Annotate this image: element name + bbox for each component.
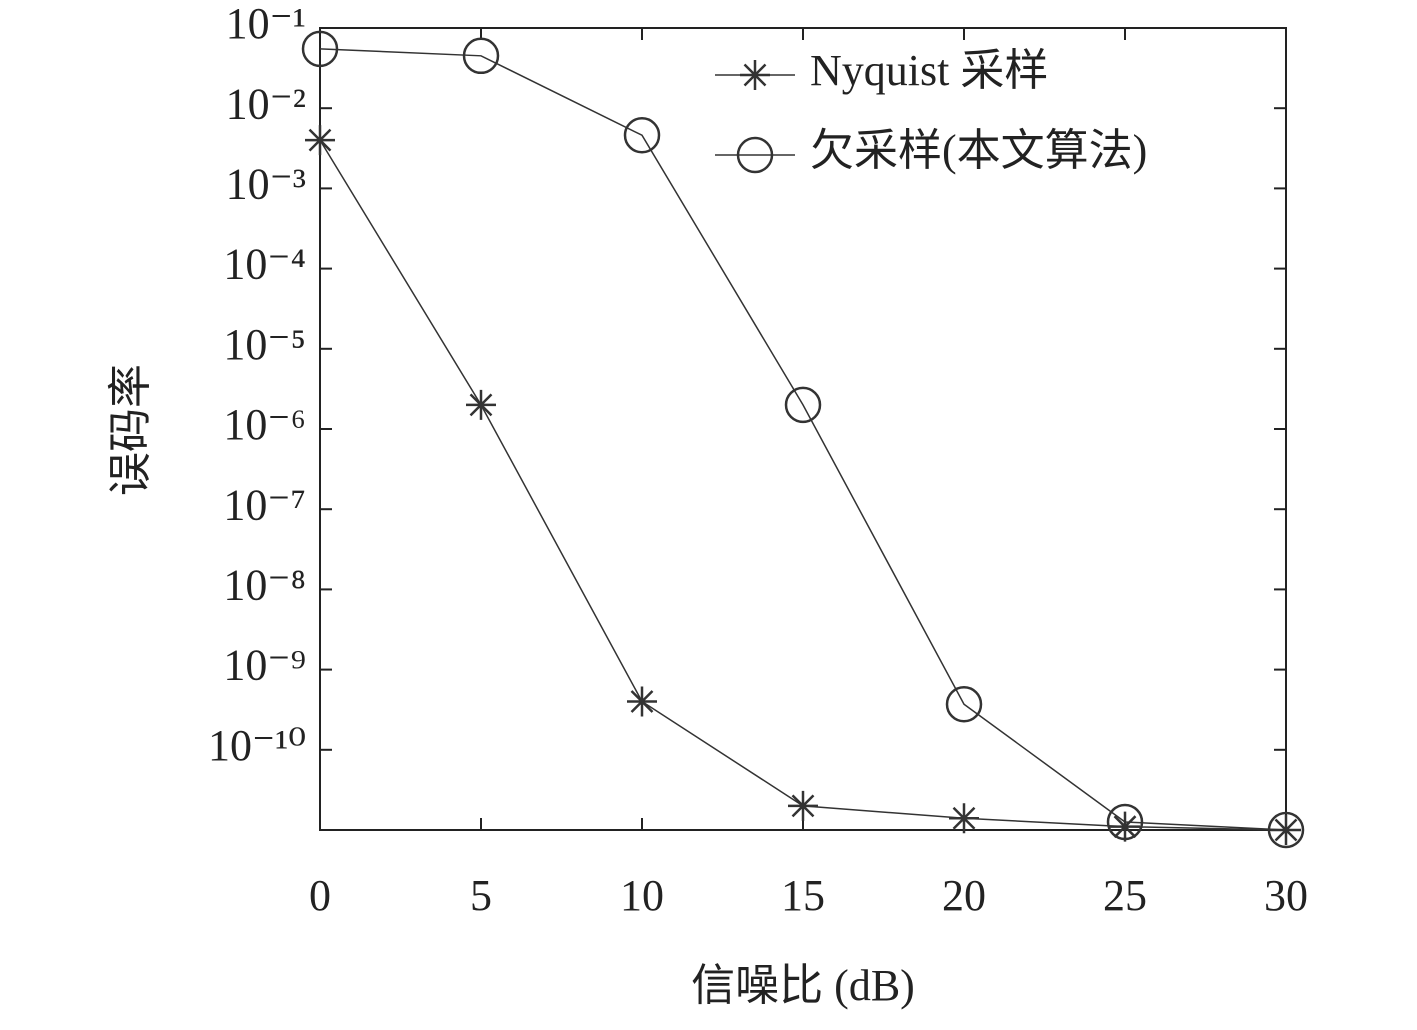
x-tick-label: 20	[942, 871, 986, 920]
x-tick-label: 10	[620, 871, 664, 920]
x-tick-label: 0	[309, 871, 331, 920]
legend-marker	[740, 60, 770, 90]
marker	[1110, 811, 1140, 842]
y-tick-label: 10⁻⁸	[223, 560, 306, 609]
marker	[784, 386, 822, 424]
series-line	[319, 48, 1287, 831]
x-axis-label: 信噪比 (dB)	[691, 961, 915, 1010]
marker	[1267, 811, 1305, 849]
x-tick-label: 30	[1264, 871, 1308, 920]
x-tick-label: 15	[781, 871, 825, 920]
marker	[462, 37, 500, 75]
y-tick-label: 10⁻⁹	[223, 641, 306, 690]
y-tick-label: 10⁻³	[226, 159, 306, 208]
marker	[305, 125, 335, 156]
marker	[949, 803, 979, 834]
series-line	[319, 139, 1287, 831]
y-tick-label: 10⁻⁴	[223, 240, 306, 289]
y-tick-label: 10⁻²	[226, 79, 306, 128]
x-tick-label: 25	[1103, 871, 1147, 920]
y-tick-label: 10⁻¹	[226, 0, 306, 48]
y-tick-label: 10⁻⁷	[223, 480, 306, 529]
legend-label: 欠采样(本文算法)	[810, 126, 1147, 175]
marker	[945, 685, 983, 723]
y-tick-label: 10⁻¹⁰	[208, 721, 306, 770]
y-tick-label: 10⁻⁵	[223, 320, 306, 369]
marker	[627, 686, 657, 717]
marker	[301, 30, 339, 68]
marker	[1106, 803, 1144, 841]
marker	[788, 790, 818, 821]
x-tick-label: 5	[470, 871, 492, 920]
marker	[466, 389, 496, 420]
legend-marker	[736, 136, 774, 174]
legend-label: Nyquist 采样	[810, 46, 1048, 95]
y-tick-label: 10⁻⁶	[223, 400, 306, 449]
y-axis-label: 误码率	[106, 364, 155, 496]
marker	[623, 116, 661, 154]
